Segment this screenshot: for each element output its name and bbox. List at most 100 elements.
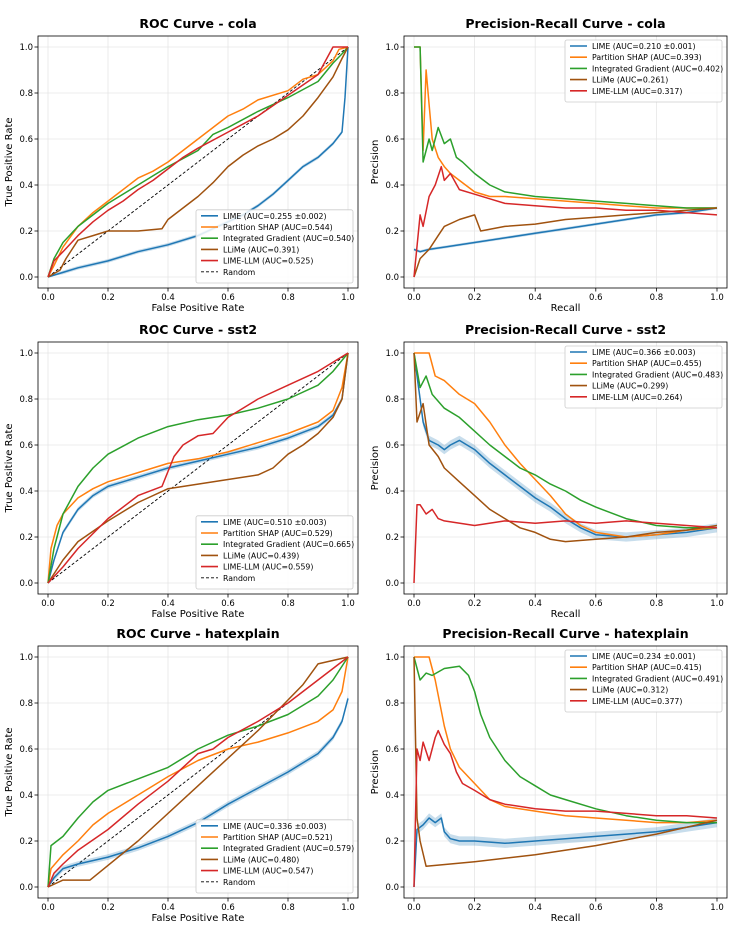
y-tick-label: 0.6 bbox=[19, 745, 33, 755]
legend: LIME (AUC=0.234 ±0.001) Partition SHAP (A… bbox=[564, 649, 723, 713]
series-line-integrated-gradient bbox=[47, 352, 349, 584]
y-tick-label: 0.0 bbox=[19, 883, 33, 893]
y-tick-label: 0.6 bbox=[385, 745, 399, 755]
y-tick-label: 1.0 bbox=[385, 349, 399, 359]
y-tick-label: 0.0 bbox=[385, 579, 399, 589]
legend: LIME (AUC=0.255 ±0.002) Partition SHAP (A… bbox=[195, 209, 354, 284]
legend: LIME (AUC=0.366 ±0.003) Partition SHAP (A… bbox=[564, 345, 723, 409]
series-line-integrated-gradient bbox=[413, 656, 717, 824]
x-tick-label: 0.8 bbox=[281, 903, 295, 913]
y-axis-label: Precision bbox=[370, 140, 381, 185]
plot-frame bbox=[37, 645, 359, 899]
chart-title: Precision-Recall Curve - sst2 bbox=[465, 322, 666, 337]
y-tick-label: 1.0 bbox=[385, 653, 399, 663]
x-tick-label: 0.6 bbox=[221, 599, 235, 609]
legend-box bbox=[564, 39, 723, 103]
chart-title: Precision-Recall Curve - hatexplain bbox=[442, 626, 688, 641]
series-line-llime bbox=[47, 352, 349, 584]
x-axis-label: Recall bbox=[551, 913, 581, 924]
series-line-partition-shap bbox=[47, 656, 349, 888]
x-axis-label: False Positive Rate bbox=[152, 303, 245, 314]
series-line-llime bbox=[47, 656, 349, 888]
legend-label-lime: LIME (AUC=0.336 ±0.003) bbox=[223, 822, 327, 831]
y-tick-label: 0.4 bbox=[19, 487, 33, 497]
legend-label-partition-shap: Partition SHAP (AUC=0.455) bbox=[592, 359, 702, 368]
plot-frame bbox=[403, 341, 728, 595]
x-tick-label: 1.0 bbox=[710, 599, 724, 609]
y-tick-label: 0.2 bbox=[19, 533, 33, 543]
y-tick-label: 0.2 bbox=[19, 837, 33, 847]
x-tick-label: 1.0 bbox=[341, 293, 355, 303]
legend-label-lime: LIME (AUC=0.255 ±0.002) bbox=[223, 212, 327, 221]
legend-label-integrated-gradient: Integrated Gradient (AUC=0.483) bbox=[592, 370, 723, 379]
series-line-integrated-gradient bbox=[413, 352, 717, 529]
x-tick-label: 0.6 bbox=[589, 293, 603, 303]
legend-label-integrated-gradient: Integrated Gradient (AUC=0.491) bbox=[592, 674, 723, 683]
series-band-lime bbox=[414, 206, 717, 254]
x-tick-label: 0.2 bbox=[101, 293, 115, 303]
y-tick-label: 1.0 bbox=[19, 349, 33, 359]
y-tick-label: 0.2 bbox=[385, 227, 399, 237]
series-line-partition-shap bbox=[414, 46, 717, 209]
x-tick-label: 0.0 bbox=[41, 293, 55, 303]
x-tick-label: 0.8 bbox=[650, 599, 664, 609]
legend-label-integrated-gradient: Integrated Gradient (AUC=0.665) bbox=[223, 540, 354, 549]
series-band-lime bbox=[414, 813, 717, 887]
x-axis-label: False Positive Rate bbox=[152, 913, 245, 924]
legend-label-llime: LLiMe (AUC=0.391) bbox=[223, 245, 299, 254]
legend-label-partition-shap: Partition SHAP (AUC=0.544) bbox=[223, 223, 333, 232]
x-tick-label: 0.0 bbox=[407, 293, 421, 303]
chart-title: ROC Curve - cola bbox=[139, 16, 256, 31]
legend-label-lime-llm: LIME-LLM (AUC=0.525) bbox=[223, 257, 313, 266]
y-tick-label: 0.8 bbox=[19, 395, 33, 405]
x-tick-label: 0.0 bbox=[407, 903, 421, 913]
plot-frame bbox=[37, 35, 359, 289]
legend-label-integrated-gradient: Integrated Gradient (AUC=0.402) bbox=[592, 64, 723, 73]
x-tick-label: 0.4 bbox=[161, 903, 175, 913]
plot-frame bbox=[403, 35, 728, 289]
y-axis-label: True Positive Rate bbox=[4, 117, 15, 207]
legend-box bbox=[564, 345, 723, 409]
x-tick-label: 0.8 bbox=[650, 903, 664, 913]
y-tick-label: 0.4 bbox=[385, 487, 399, 497]
series-band-lime bbox=[414, 353, 717, 542]
x-tick-label: 0.8 bbox=[281, 293, 295, 303]
y-tick-label: 0.4 bbox=[385, 181, 399, 191]
series-line-lime-llm bbox=[47, 46, 348, 278]
y-tick-label: 0.4 bbox=[19, 791, 33, 801]
legend-label-integrated-gradient: Integrated Gradient (AUC=0.579) bbox=[223, 844, 354, 853]
y-tick-label: 0.6 bbox=[385, 135, 399, 145]
legend-box bbox=[195, 819, 354, 894]
legend-label-lime-llm: LIME-LLM (AUC=0.559) bbox=[223, 563, 313, 572]
y-tick-label: 0.8 bbox=[385, 395, 399, 405]
legend-label-lime-llm: LIME-LLM (AUC=0.264) bbox=[592, 393, 682, 402]
series-line-integrated-gradient bbox=[47, 46, 349, 278]
series-line-lime-llm bbox=[413, 729, 718, 888]
series-line-partition-shap bbox=[414, 656, 718, 824]
series-line-lime bbox=[47, 352, 349, 584]
y-tick-label: 0.6 bbox=[19, 135, 33, 145]
legend-label-lime: LIME (AUC=0.366 ±0.003) bbox=[592, 348, 696, 357]
y-axis-label: Precision bbox=[370, 446, 381, 491]
legend-label-integrated-gradient: Integrated Gradient (AUC=0.540) bbox=[223, 234, 354, 243]
legend-label-llime: LLiMe (AUC=0.480) bbox=[223, 855, 299, 864]
chart-pr-sst2: 0.0 0.2 0.4 0.6 0.8 1.0 0.0 0.2 0.4 0.6 0.8 1.0 Prec… bbox=[370, 322, 728, 620]
series-line-random bbox=[47, 352, 349, 584]
plot-frame bbox=[403, 645, 728, 899]
x-tick-label: 0.4 bbox=[161, 293, 175, 303]
x-tick-label: 1.0 bbox=[710, 293, 724, 303]
series-line-random bbox=[47, 46, 349, 278]
series-line-llime bbox=[413, 207, 718, 278]
x-tick-label: 0.0 bbox=[41, 903, 55, 913]
y-tick-label: 0.0 bbox=[385, 883, 399, 893]
x-tick-label: 0.2 bbox=[101, 599, 115, 609]
legend-label-random: Random bbox=[223, 574, 255, 583]
y-tick-label: 0.0 bbox=[19, 579, 33, 589]
legend: LIME (AUC=0.210 ±0.001) Partition SHAP (A… bbox=[564, 39, 723, 103]
legend-label-llime: LLiMe (AUC=0.299) bbox=[592, 382, 668, 391]
y-tick-label: 0.8 bbox=[385, 89, 399, 99]
chart-roc-hatexplain: 0.0 0.2 0.4 0.6 0.8 1.0 0.0 0.2 0.4 0.6 0.8 1.0 ROC … bbox=[4, 626, 359, 924]
y-tick-label: 0.6 bbox=[385, 441, 399, 451]
series-line-lime-llm bbox=[413, 504, 718, 584]
